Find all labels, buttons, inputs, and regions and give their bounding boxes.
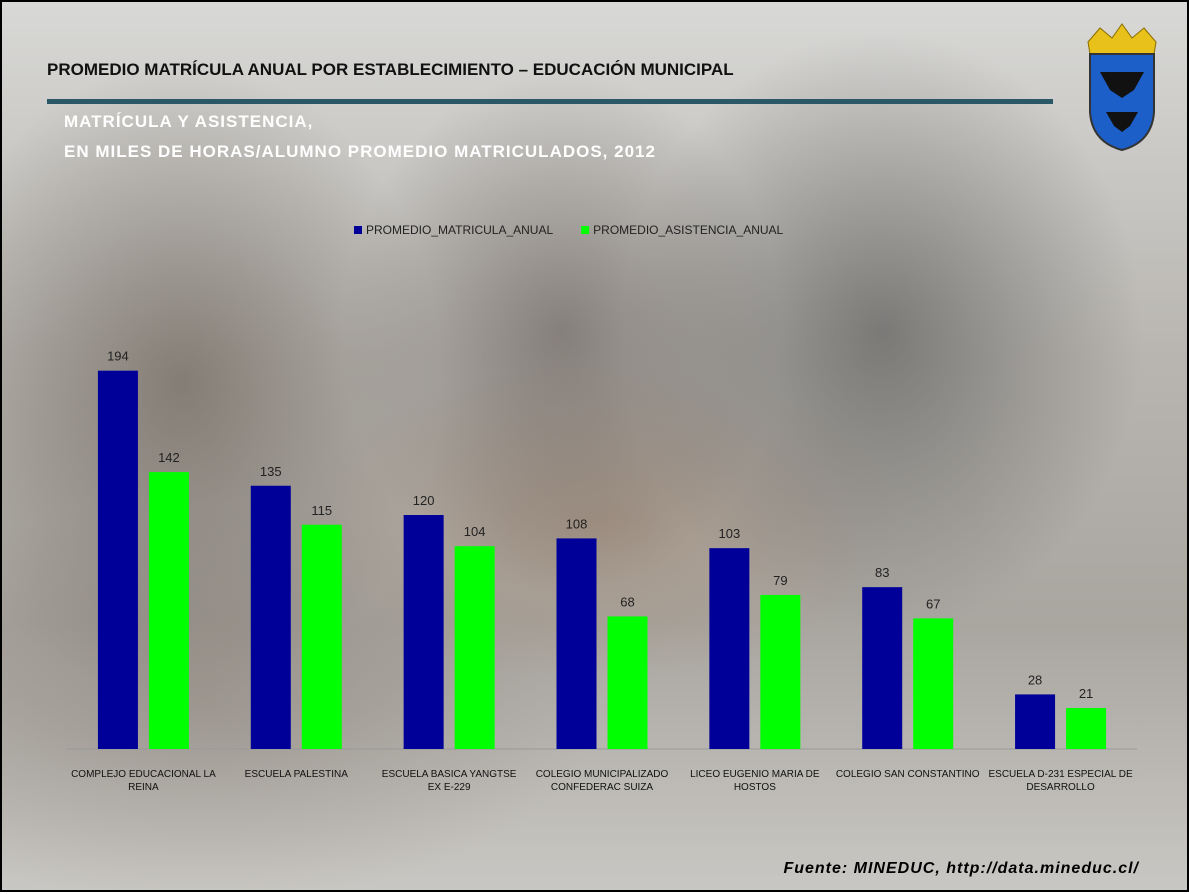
x-tick-label: ESCUELA PALESTINA [221,768,371,781]
bar [760,595,800,749]
slide: PROMEDIO MATRÍCULA ANUAL POR ESTABLECIMI… [0,0,1189,892]
bar [404,515,444,749]
bar [557,538,597,749]
data-label: 115 [311,503,332,518]
page: PROMEDIO MATRÍCULA ANUAL POR ESTABLECIMI… [0,0,1189,892]
bar [709,548,749,749]
chart: PROMEDIO_MATRICULA_ANUAL PROMEDIO_ASISTEN… [2,2,1189,894]
bar [1015,694,1055,749]
legend-label: PROMEDIO_ASISTENCIA_ANUAL [593,223,783,237]
data-label: 142 [158,450,180,465]
data-label: 104 [464,524,486,539]
bar [98,371,138,749]
data-label: 135 [260,464,282,479]
x-tick-label: COLEGIO MUNICIPALIZADO CONFEDERAC SUIZA [527,768,677,794]
bar [455,546,495,749]
data-label: 108 [566,516,588,531]
x-tick-label: ESCUELA BASICA YANGTSE EX E-229 [374,768,524,794]
x-tick-label: LICEO EUGENIO MARIA DE HOSTOS [680,768,830,794]
bar [608,616,648,749]
data-label: 83 [875,565,889,580]
data-label: 68 [620,594,634,609]
legend-swatch [581,226,589,234]
legend-swatch [354,226,362,234]
bar [913,618,953,749]
bar [1066,708,1106,749]
x-tick-label: ESCUELA D-231 ESPECIAL DE DESARROLLO [986,768,1136,794]
x-tick-label: COLEGIO SAN CONSTANTINO [833,768,983,781]
logo [1088,24,1156,150]
data-label: 67 [926,596,940,611]
x-tick-label: COMPLEJO EDUCACIONAL LA REINA [68,768,218,794]
bar [251,486,291,749]
legend-label: PROMEDIO_MATRICULA_ANUAL [366,223,553,237]
data-label: 21 [1079,686,1093,701]
bar [302,525,342,749]
bar [862,587,902,749]
source-note: Fuente: MINEDUC, http://data.mineduc.cl/ [783,860,1139,878]
data-label: 194 [107,349,129,364]
data-label: 28 [1028,672,1042,687]
bar [149,472,189,749]
data-label: 79 [773,573,787,588]
data-label: 120 [413,493,435,508]
data-label: 103 [719,526,741,541]
